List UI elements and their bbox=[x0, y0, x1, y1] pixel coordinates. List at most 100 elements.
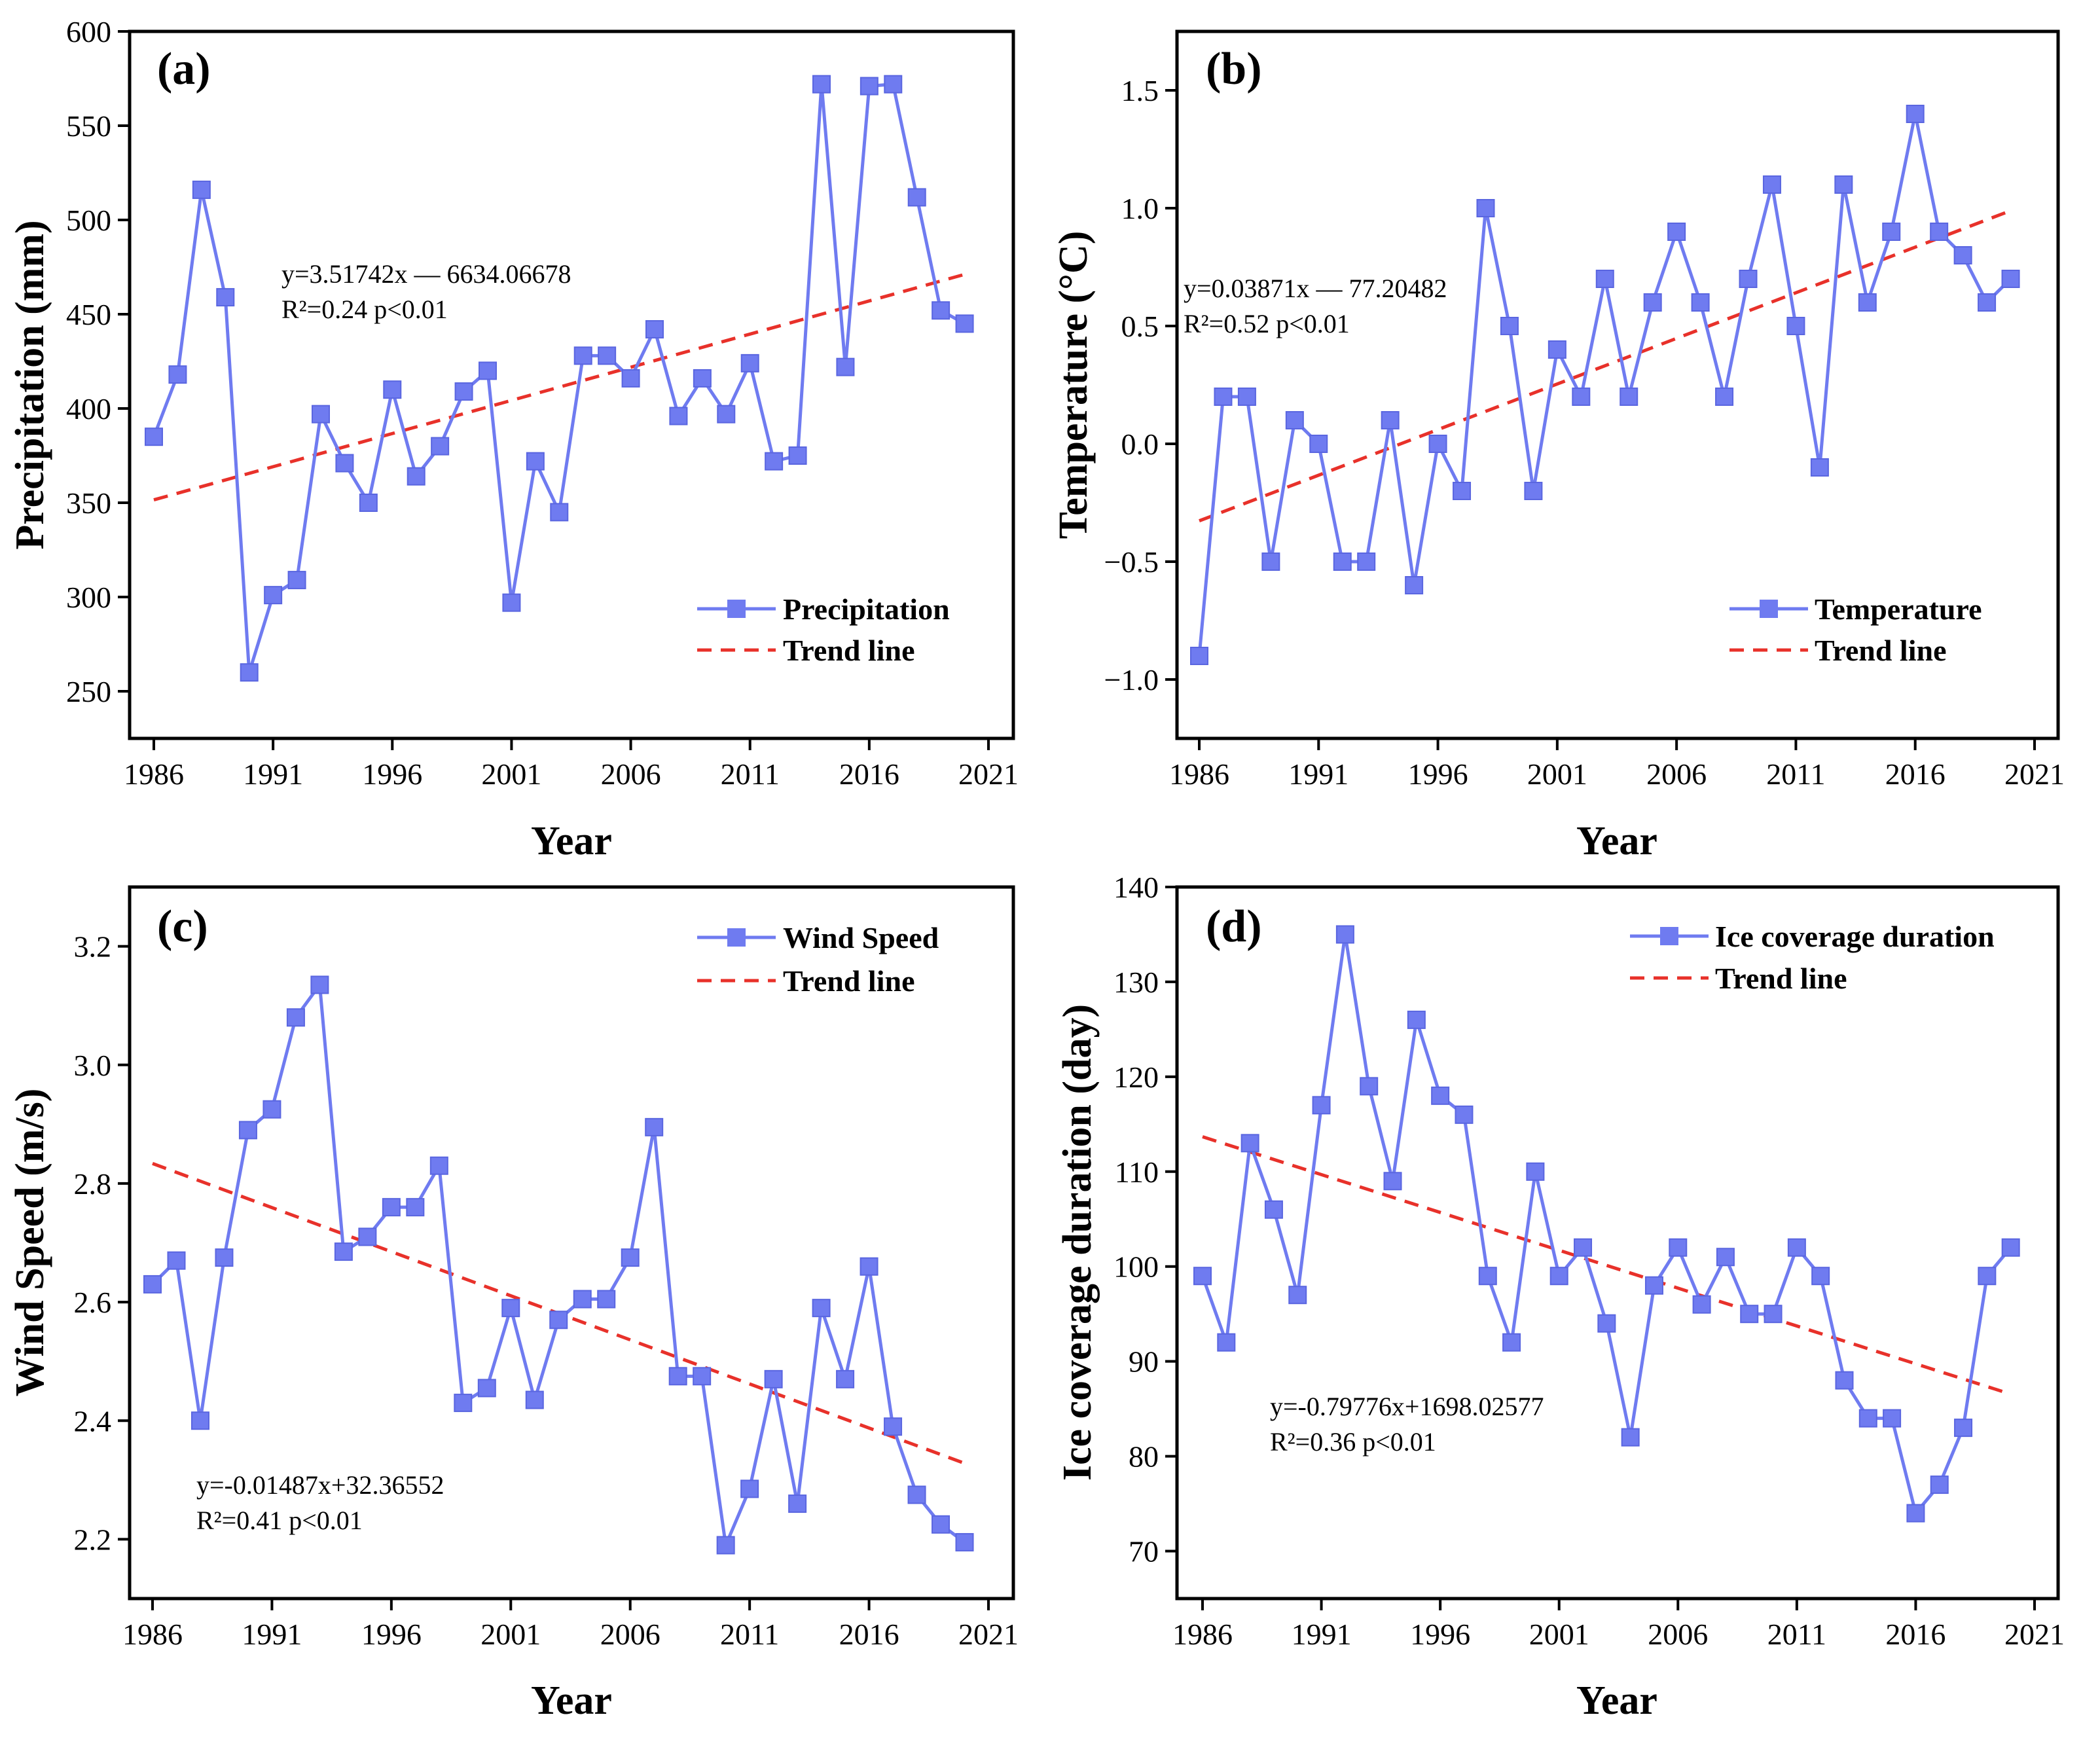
data-point bbox=[1455, 1105, 1474, 1124]
y-tick-label: 0.5 bbox=[1121, 310, 1159, 343]
y-tick-label: 140 bbox=[1113, 871, 1159, 904]
x-tick-label: 2016 bbox=[1885, 757, 1946, 791]
x-axis-title: Year bbox=[531, 819, 612, 863]
series-line bbox=[151, 980, 966, 1551]
data-point bbox=[1954, 1419, 1973, 1438]
data-point bbox=[884, 75, 903, 94]
data-point bbox=[216, 288, 235, 307]
data-point bbox=[1906, 105, 1925, 123]
legend: Ice coverage duration Trend line bbox=[1630, 920, 1995, 995]
x-tick-label: 2016 bbox=[839, 757, 899, 791]
data-point bbox=[1739, 270, 1758, 288]
x-tick-label: 2001 bbox=[480, 1618, 541, 1651]
data-point bbox=[358, 1227, 377, 1246]
data-point bbox=[1978, 1267, 1997, 1286]
y-tick-label: 2.4 bbox=[74, 1404, 112, 1438]
data-point bbox=[716, 1536, 735, 1555]
data-point bbox=[312, 405, 330, 424]
data-point bbox=[2001, 1238, 2020, 1257]
data-point bbox=[1312, 1096, 1331, 1115]
data-point bbox=[262, 1100, 281, 1119]
data-point bbox=[2001, 270, 2020, 288]
data-point bbox=[645, 320, 664, 339]
data-point bbox=[1786, 317, 1805, 335]
panel-d-plot-frame bbox=[1175, 885, 2060, 1601]
x-axis-title: Year bbox=[1576, 1678, 1657, 1723]
trend-line bbox=[153, 272, 966, 502]
data-point bbox=[1810, 458, 1829, 477]
data-point bbox=[1858, 1409, 1877, 1428]
data-point bbox=[1930, 1475, 1949, 1494]
r-squared-text: R²=0.41 p<0.01 bbox=[196, 1506, 363, 1535]
panel-b-plot-frame bbox=[1175, 29, 2060, 740]
data-point bbox=[1715, 388, 1734, 406]
x-tick-label: 2021 bbox=[958, 1618, 1019, 1651]
data-point bbox=[407, 467, 425, 486]
data-point bbox=[1643, 293, 1662, 312]
data-point bbox=[1309, 435, 1328, 453]
x-axis-title: Year bbox=[531, 1678, 612, 1723]
legend-series-label: Temperature bbox=[1815, 592, 1982, 626]
legend-series-label: Wind Speed bbox=[783, 921, 939, 954]
data-point bbox=[669, 407, 688, 425]
y-tick-label: 100 bbox=[1113, 1250, 1159, 1284]
legend-trend-label: Trend line bbox=[1815, 634, 1947, 667]
y-tick-label: 120 bbox=[1113, 1060, 1159, 1094]
data-point bbox=[1476, 199, 1495, 217]
data-point bbox=[1407, 1010, 1426, 1029]
data-point bbox=[502, 593, 521, 612]
y-tick-label: 0.0 bbox=[1121, 427, 1159, 461]
data-point bbox=[238, 1121, 257, 1140]
x-tick-label: 2006 bbox=[1646, 757, 1707, 791]
data-point bbox=[1644, 1276, 1663, 1295]
data-point bbox=[1882, 223, 1901, 241]
x-tick-label: 2011 bbox=[1766, 757, 1825, 791]
data-point bbox=[573, 346, 592, 365]
x-tick-label: 2006 bbox=[600, 1618, 661, 1651]
series-line bbox=[152, 82, 966, 673]
data-point bbox=[1288, 1286, 1307, 1305]
x-tick-label: 1986 bbox=[124, 757, 184, 791]
data-point bbox=[1524, 482, 1543, 500]
data-point bbox=[429, 1156, 448, 1175]
data-point bbox=[1357, 552, 1376, 571]
data-point bbox=[717, 405, 736, 424]
data-point bbox=[477, 1379, 496, 1398]
data-point bbox=[932, 1515, 950, 1534]
x-tick-label: 2021 bbox=[958, 757, 1019, 791]
data-point bbox=[145, 427, 163, 446]
data-point bbox=[1217, 1333, 1236, 1352]
data-point bbox=[1906, 1504, 1925, 1523]
data-point bbox=[1240, 1134, 1259, 1153]
x-tick-label: 1996 bbox=[1408, 757, 1468, 791]
data-point bbox=[1360, 1077, 1379, 1096]
panel-b-temperature: 1986 1991 1996 2001 2006 2011 2016 2021 −1.0 −0.5… bbox=[1051, 29, 2065, 863]
data-point bbox=[454, 382, 473, 401]
y-tick-label: 450 bbox=[66, 298, 111, 331]
data-point bbox=[1692, 1295, 1711, 1314]
data-point bbox=[1261, 552, 1280, 571]
data-point bbox=[550, 503, 569, 522]
data-point bbox=[621, 369, 640, 388]
y-axis-title: Precipitation (mm) bbox=[8, 220, 52, 549]
y-axis-title: Temperature (°C) bbox=[1051, 231, 1096, 539]
data-point bbox=[884, 1417, 903, 1436]
panel-label: (c) bbox=[157, 901, 208, 952]
y-tick-label: 130 bbox=[1113, 966, 1159, 999]
data-point bbox=[1381, 411, 1400, 429]
data-point bbox=[621, 1248, 640, 1267]
data-point bbox=[1930, 223, 1949, 241]
data-point bbox=[668, 1367, 687, 1386]
x-tick-label: 1986 bbox=[122, 1618, 183, 1651]
data-point bbox=[1264, 1200, 1283, 1219]
data-point bbox=[286, 1008, 305, 1027]
data-point bbox=[167, 1251, 186, 1270]
data-point bbox=[1526, 1162, 1545, 1181]
data-point bbox=[1428, 435, 1447, 453]
legend: Wind Speed Trend line bbox=[697, 921, 939, 998]
y-tick-label: −1.0 bbox=[1104, 663, 1159, 697]
data-point bbox=[1214, 388, 1233, 406]
data-point bbox=[907, 188, 926, 207]
panel-a-precipitation: 1986 1991 1996 2001 2006 2011 2016 2021 250 300 35… bbox=[8, 15, 1019, 863]
